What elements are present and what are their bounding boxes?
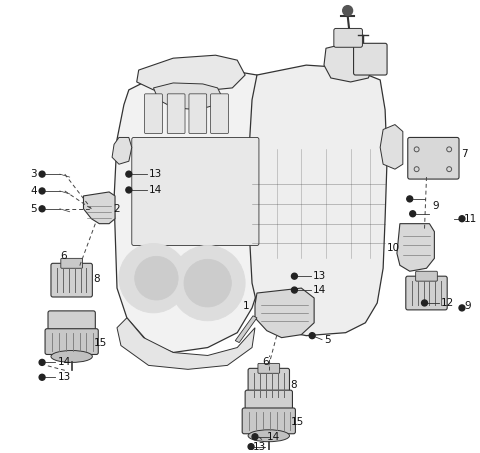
Text: 13: 13 [313, 271, 326, 281]
Circle shape [252, 434, 258, 440]
FancyBboxPatch shape [354, 43, 387, 75]
Polygon shape [255, 288, 314, 337]
Circle shape [126, 171, 132, 177]
Text: 8: 8 [93, 274, 100, 284]
FancyBboxPatch shape [167, 94, 185, 134]
Text: 11: 11 [464, 214, 477, 224]
Text: 13: 13 [58, 372, 71, 382]
Circle shape [248, 443, 254, 450]
Text: 4: 4 [31, 186, 37, 196]
Circle shape [309, 333, 315, 339]
Circle shape [119, 244, 188, 313]
Text: 13: 13 [253, 442, 266, 452]
Text: 3: 3 [31, 169, 37, 179]
Text: 14: 14 [148, 185, 162, 195]
Text: 14: 14 [313, 285, 326, 295]
Circle shape [410, 211, 416, 217]
Ellipse shape [248, 430, 289, 442]
Text: 14: 14 [58, 357, 71, 367]
Text: 6: 6 [60, 251, 66, 261]
Text: 1: 1 [242, 301, 249, 311]
Circle shape [39, 188, 45, 194]
FancyBboxPatch shape [245, 390, 292, 412]
Text: 5: 5 [31, 204, 37, 214]
Text: 9: 9 [432, 201, 439, 211]
FancyBboxPatch shape [334, 29, 362, 47]
Circle shape [459, 305, 465, 311]
FancyBboxPatch shape [258, 363, 280, 373]
Polygon shape [114, 70, 267, 352]
FancyBboxPatch shape [45, 329, 98, 355]
Text: 6: 6 [262, 357, 268, 367]
Circle shape [39, 171, 45, 177]
FancyBboxPatch shape [48, 311, 96, 333]
FancyBboxPatch shape [51, 263, 92, 297]
Text: 8: 8 [290, 380, 297, 390]
Polygon shape [84, 192, 115, 224]
Circle shape [126, 187, 132, 193]
FancyBboxPatch shape [248, 368, 289, 402]
Circle shape [421, 300, 428, 306]
Text: 10: 10 [387, 243, 400, 253]
FancyBboxPatch shape [416, 271, 437, 281]
FancyBboxPatch shape [211, 94, 228, 134]
Text: 5: 5 [324, 335, 331, 345]
Text: 15: 15 [290, 417, 304, 427]
Circle shape [39, 206, 45, 212]
FancyBboxPatch shape [61, 258, 83, 268]
FancyBboxPatch shape [242, 408, 295, 434]
Text: 12: 12 [441, 298, 455, 308]
Ellipse shape [51, 351, 92, 362]
FancyBboxPatch shape [144, 94, 162, 134]
Circle shape [135, 256, 178, 300]
Polygon shape [154, 83, 222, 110]
Text: 14: 14 [267, 432, 280, 442]
Polygon shape [397, 224, 434, 271]
Polygon shape [235, 316, 257, 342]
Circle shape [407, 196, 413, 202]
FancyBboxPatch shape [132, 137, 259, 246]
Circle shape [343, 5, 353, 15]
Text: 13: 13 [148, 169, 162, 179]
Circle shape [291, 287, 298, 293]
Circle shape [459, 216, 465, 222]
Circle shape [170, 246, 245, 321]
Circle shape [291, 273, 298, 279]
Polygon shape [137, 55, 245, 92]
Text: 7: 7 [461, 149, 468, 159]
Text: 15: 15 [93, 337, 107, 347]
Polygon shape [112, 137, 132, 164]
FancyBboxPatch shape [408, 137, 459, 179]
Polygon shape [249, 65, 387, 336]
FancyBboxPatch shape [406, 276, 447, 310]
Polygon shape [380, 125, 403, 169]
Polygon shape [324, 42, 373, 82]
Text: 2: 2 [113, 204, 120, 214]
Circle shape [39, 374, 45, 380]
FancyBboxPatch shape [189, 94, 207, 134]
Circle shape [184, 260, 231, 307]
Circle shape [39, 359, 45, 366]
Text: 9: 9 [464, 301, 470, 311]
Polygon shape [117, 318, 255, 369]
